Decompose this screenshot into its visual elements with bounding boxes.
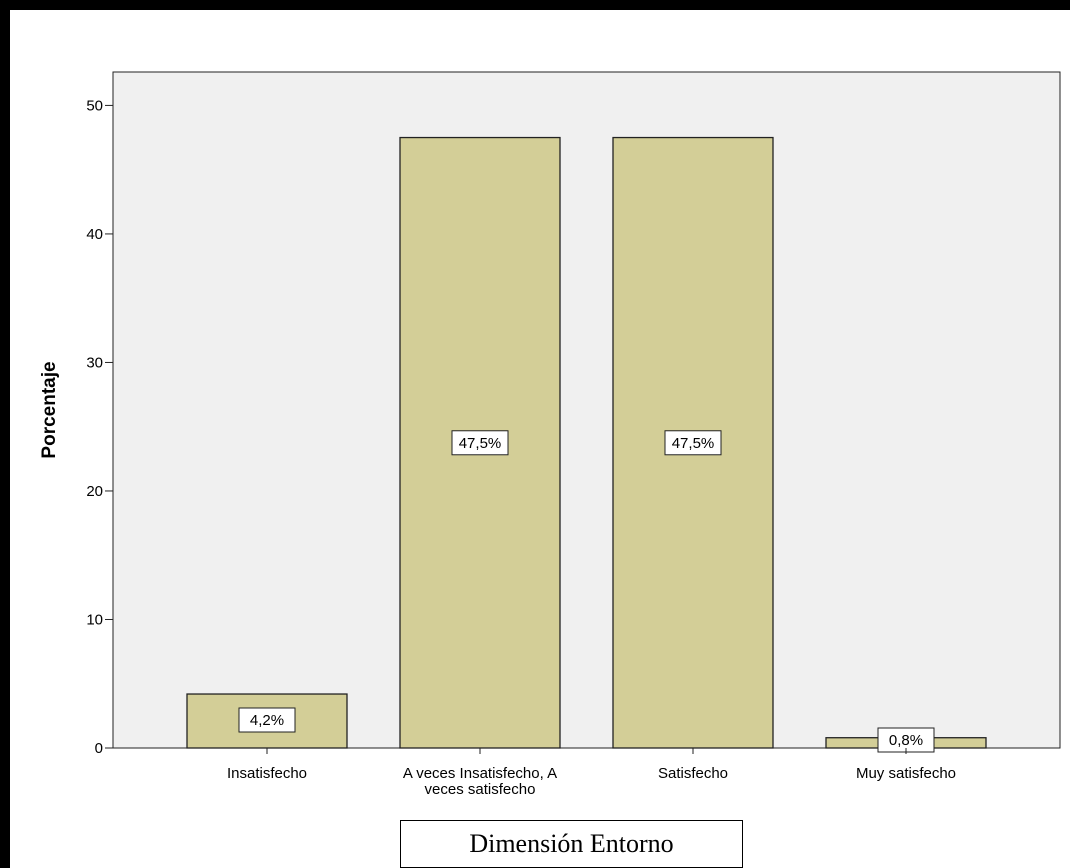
y-tick-label: 20	[86, 483, 103, 500]
y-axis-label: Porcentaje	[39, 361, 60, 458]
data-label-box	[238, 707, 296, 733]
figure-caption: Dimensión Entorno	[400, 820, 743, 868]
data-label: 0,8%	[889, 732, 923, 749]
y-tick-label: 30	[86, 354, 103, 371]
y-tick-label: 10	[86, 611, 103, 628]
y-tick-label: 50	[86, 97, 103, 114]
x-tick-label: A veces Insatisfecho, A	[403, 765, 557, 782]
data-label: 47,5%	[672, 435, 715, 452]
data-label: 4,2%	[250, 712, 284, 729]
y-tick-label: 0	[95, 740, 103, 757]
plot-area	[112, 71, 1061, 749]
y-tick-label: 40	[86, 226, 103, 243]
x-axis: Insatisfecho A veces Insatisfecho, Aveces…	[227, 748, 956, 798]
data-label-box	[451, 430, 509, 456]
data-label: 47,5%	[459, 435, 502, 452]
x-tick-label: Muy satisfecho	[856, 765, 956, 782]
data-labels-group: 4,2% 47,5% 47,5% 0,8%	[238, 430, 935, 753]
x-tick-label: veces satisfecho	[425, 781, 536, 798]
x-tick-label: Satisfecho	[658, 765, 728, 782]
x-tick-label: Insatisfecho	[227, 765, 307, 782]
y-axis: 0 10 20 30 40 50	[86, 72, 114, 757]
data-label-box	[664, 430, 722, 456]
